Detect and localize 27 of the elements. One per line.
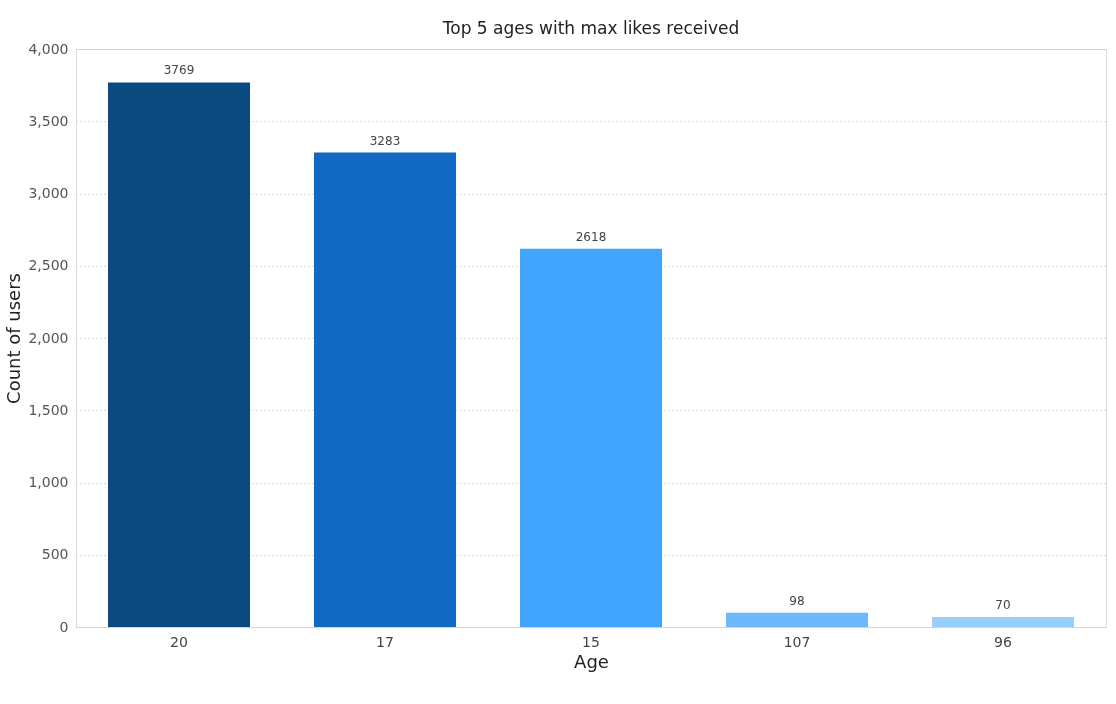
bar <box>520 248 662 627</box>
y-tick-label: 1,000 <box>28 474 69 490</box>
x-tick-label: 20 <box>170 633 188 650</box>
y-tick-label: 2,500 <box>28 257 69 274</box>
bar <box>932 616 1074 627</box>
bar <box>726 612 868 627</box>
y-tick-label: 1,500 <box>28 401 69 418</box>
y-tick-label: 3,500 <box>28 112 69 129</box>
data-label: 98 <box>789 593 805 608</box>
y-tick-label: 2,000 <box>28 329 69 346</box>
chart-title: Top 5 ages with max likes received <box>441 18 740 38</box>
y-axis-title: Count of users <box>3 273 25 404</box>
x-tick-label: 96 <box>994 633 1012 650</box>
x-tick-label: 17 <box>376 633 394 650</box>
data-label: 2618 <box>575 229 607 244</box>
x-tick-label: 107 <box>783 633 811 650</box>
y-tick-label: 500 <box>41 546 69 563</box>
bar <box>314 152 456 627</box>
data-label: 3769 <box>163 63 195 78</box>
y-tick-label: 0 <box>59 618 69 635</box>
data-label: 70 <box>995 597 1011 612</box>
x-tick-label: 15 <box>582 633 600 650</box>
data-label: 3283 <box>369 133 401 148</box>
bar <box>108 82 250 627</box>
x-axis-title: Age <box>574 650 609 672</box>
y-tick-label: 3,000 <box>28 185 69 201</box>
y-tick-label: 4,000 <box>28 40 69 57</box>
